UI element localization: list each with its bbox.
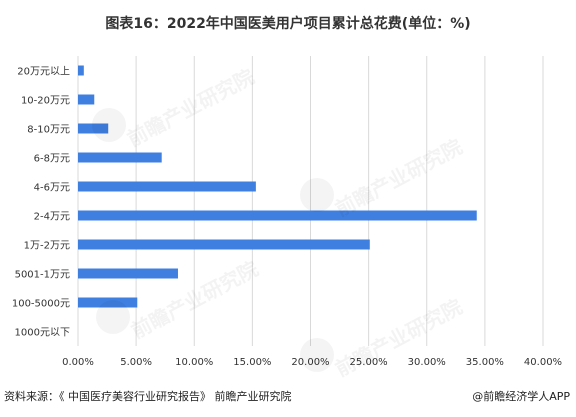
y-category-label: 10-20万元 (21, 96, 70, 107)
y-category-label: 1万-2万元 (24, 241, 70, 252)
bar (78, 65, 84, 76)
y-category-label: 20万元以上 (17, 66, 70, 78)
y-category-label: 1000元以下 (15, 328, 70, 339)
footer: 资料来源：《 中国医疗美容行业研究报告》 前瞻产业研究院 @前瞻经济学人APP (4, 388, 570, 408)
y-category-label: 5001-1万元 (15, 270, 70, 281)
bar (78, 297, 138, 308)
bar (78, 94, 95, 105)
bar-chart: 0.00% 5.00% 10.00% 15.00% 20.00% 25.00% 30.00%… (12, 56, 562, 368)
x-tick-label: 5.00% (120, 357, 152, 368)
x-tick-label: 40.00% (524, 357, 562, 368)
bar (78, 210, 477, 221)
y-category-label: 6-8万元 (34, 154, 70, 165)
x-tick-label: 0.00% (62, 357, 94, 368)
x-tick-label: 30.00% (408, 357, 446, 368)
y-category-label: 100-5000元 (12, 299, 70, 310)
bar (78, 152, 162, 163)
bar (78, 239, 370, 250)
source-note: 资料来源：《 中国医疗美容行业研究报告》 前瞻产业研究院 (4, 390, 292, 403)
y-category-label: 2-4万元 (34, 212, 70, 223)
y-category-label: 4-6万元 (34, 183, 70, 194)
y-category-label: 8-10万元 (27, 125, 70, 136)
x-tick-label: 25.00% (350, 357, 388, 368)
bar (78, 268, 178, 279)
x-tick-label: 20.00% (291, 357, 329, 368)
x-tick-label: 35.00% (466, 357, 504, 368)
bar (78, 123, 109, 134)
x-tick-label: 10.00% (175, 357, 213, 368)
brand-credit: @前瞻经济学人APP (472, 390, 570, 403)
chart-title: 图表16：2022年中国医美用户项目累计总花费(单位：%) (105, 16, 471, 32)
x-tick-label: 15.00% (233, 357, 271, 368)
bar (78, 181, 256, 192)
